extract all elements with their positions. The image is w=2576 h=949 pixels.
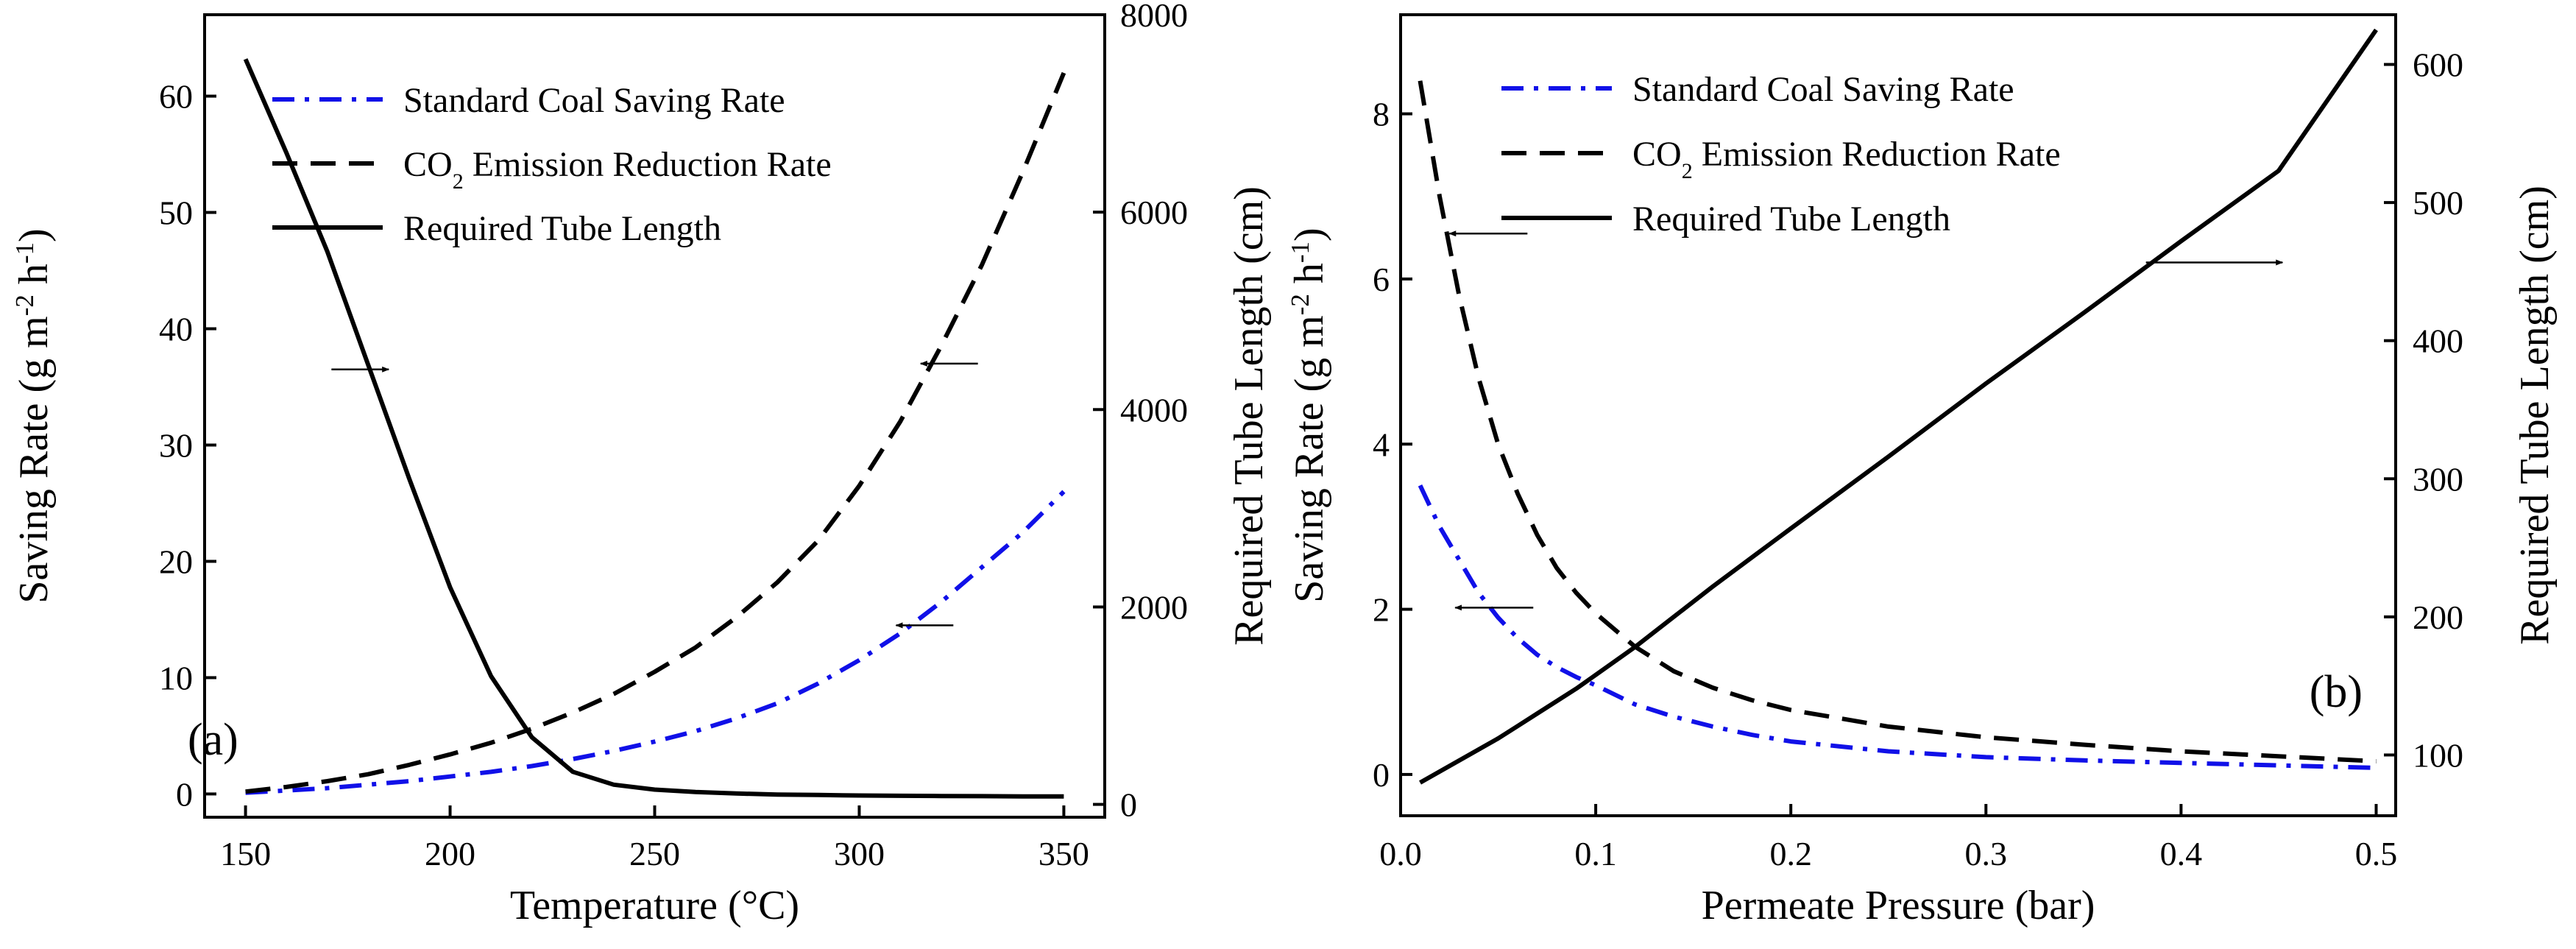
y-tick-label: 10 — [159, 659, 193, 696]
x-tick-label: 200 — [425, 835, 475, 872]
y2-axis-label: Required Tube Length (cm) — [1226, 186, 1272, 646]
panel-b: 0.0 0.1 0.2 0.3 0.4 0.5 0 2 4 6 8 100 200 300 400 500 60… — [1286, 13, 2558, 928]
y2-tick-label: 0 — [1120, 786, 1137, 824]
legend-label-1: CO2 Emission Reduction Rate — [1632, 135, 2061, 183]
y-axis-label: Saving Rate (g m-2 h-1) — [10, 228, 57, 603]
y-tick-label: 4 — [1373, 426, 1390, 463]
y2-tick-label: 6000 — [1120, 194, 1188, 231]
x-tick-label: 300 — [834, 835, 885, 872]
y-tick-label: 8 — [1373, 96, 1390, 133]
y-tick-label: 0 — [176, 775, 193, 813]
series-line-0 — [1418, 484, 2377, 770]
legend-label-1: CO2 Emission Reduction Rate — [403, 145, 832, 194]
x-tick-label: 350 — [1038, 835, 1089, 872]
y2-tick-label: 4000 — [1120, 391, 1188, 428]
y2-tick-label: 400 — [2413, 322, 2463, 360]
y2-tick-label: 200 — [2413, 599, 2463, 636]
y-tick-label: 0 — [1373, 756, 1390, 794]
series-line-1 — [245, 71, 1066, 794]
y-tick-label: 60 — [159, 78, 193, 116]
plot-frame — [1399, 13, 2397, 817]
series-line-2 — [243, 58, 1064, 799]
x-tick-label: 150 — [220, 835, 271, 872]
x-tick-label: 0.4 — [2160, 835, 2203, 872]
legend-label-2: Required Tube Length — [403, 209, 721, 248]
panel-label: (b) — [2310, 667, 2363, 717]
y2-tick-label: 8000 — [1120, 0, 1188, 34]
x-tick-label: 0.1 — [1574, 835, 1617, 872]
y-tick-label: 40 — [159, 311, 193, 348]
y2-tick-label: 100 — [2413, 736, 2463, 774]
plot-frame — [203, 13, 1106, 819]
x-axis-label: Temperature (°C) — [510, 883, 799, 928]
y2-tick-label: 2000 — [1120, 588, 1188, 626]
series-line-2 — [1419, 28, 2378, 785]
x-tick-label: 0.0 — [1379, 835, 1422, 872]
series-line-0 — [245, 490, 1066, 795]
x-tick-label: 250 — [629, 835, 680, 872]
y-tick-label: 2 — [1373, 591, 1390, 629]
x-axis-label: Permeate Pressure (bar) — [1702, 883, 2095, 928]
y2-tick-label: 300 — [2413, 460, 2463, 498]
panel-a: 150 200 250 300 350 0 10 20 30 40 50 60 0 2000 4000 600… — [10, 0, 1273, 928]
y2-tick-label: 600 — [2413, 46, 2463, 84]
x-tick-label: 0.5 — [2355, 835, 2398, 872]
series-line-1 — [1418, 80, 2377, 763]
y-tick-label: 6 — [1373, 261, 1390, 298]
y-tick-label: 30 — [159, 426, 193, 464]
legend-label-2: Required Tube Length — [1632, 200, 1950, 239]
y2-tick-label: 500 — [2413, 184, 2463, 222]
panel-label: (a) — [188, 715, 238, 765]
x-tick-label: 0.3 — [1965, 835, 2008, 872]
y-axis-label: Saving Rate (g m-2 h-1) — [1286, 227, 1333, 602]
legend-label-0: Standard Coal Saving Rate — [1632, 70, 2014, 109]
x-tick-label: 0.2 — [1769, 835, 1812, 872]
legend-label-0: Standard Coal Saving Rate — [403, 81, 785, 120]
y-tick-label: 20 — [159, 543, 193, 580]
y-tick-label: 50 — [159, 194, 193, 232]
y2-axis-label: Required Tube Length (cm) — [2512, 186, 2558, 645]
